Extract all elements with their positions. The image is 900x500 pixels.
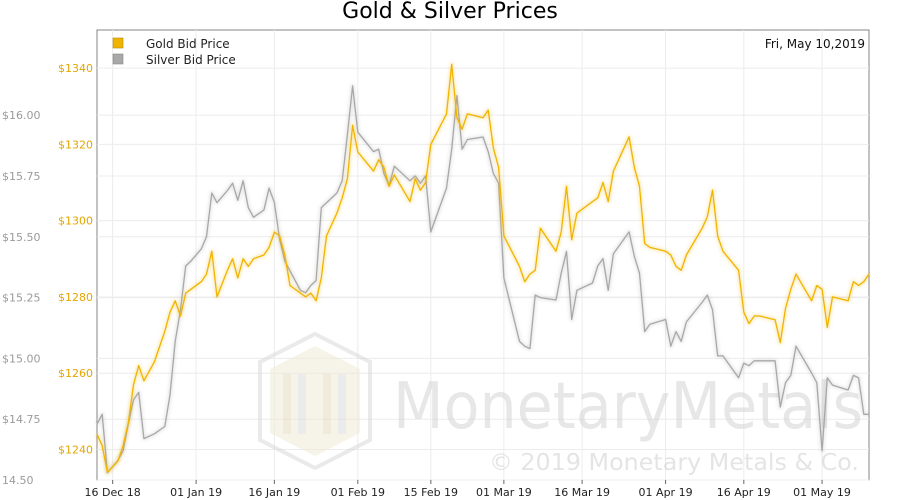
x-tick-label: 01 Jan 19	[170, 486, 222, 499]
gold-series-line	[96, 63, 870, 474]
gold-tick-label: $1260	[58, 367, 93, 380]
x-axis-tick-labels: 16 Dec 18 01 Jan 19 16 Jan 19 01 Feb 19 15 F…	[85, 480, 851, 499]
left-axis-tick-labels: $1240 $1260 $1280 $1300 $1320 $1340 14.50 $14.7…	[2, 62, 93, 487]
silver-tick-label: $15.75	[2, 170, 41, 183]
series-layer	[95, 62, 871, 475]
legend: Gold Bid Price Silver Bid Price	[112, 37, 236, 67]
x-tick-label: 16 Mar 19	[554, 486, 610, 499]
legend-swatch-gold	[112, 37, 124, 49]
silver-tick-label: $15.25	[2, 292, 41, 305]
gold-tick-label: $1300	[58, 215, 93, 228]
watermark-copyright: © 2019 Monetary Metals & Co.	[489, 450, 859, 476]
vertical-gridlines	[112, 30, 823, 480]
x-tick-label: 01 Mar 19	[476, 486, 532, 499]
horizontal-gridlines	[97, 67, 869, 481]
silver-tick-label: $15.00	[2, 352, 41, 365]
x-tick-label: 16 Dec 18	[85, 486, 141, 499]
silver-tick-label: 14.50	[2, 474, 34, 487]
silver-tick-label: $15.50	[2, 231, 41, 244]
x-tick-label: 15 Feb 19	[404, 486, 458, 499]
gold-tick-label: $1240	[58, 443, 93, 456]
silver-tick-label: $16.00	[2, 109, 41, 122]
silver-tick-label: $14.75	[2, 413, 41, 426]
plot-area-border	[96, 29, 870, 481]
gold-tick-label: $1320	[58, 138, 93, 151]
legend-swatch-silver	[112, 53, 124, 65]
legend-label-silver: Silver Bid Price	[146, 53, 236, 67]
watermark-logo-icon	[258, 331, 372, 471]
x-tick-label: 01 Feb 19	[331, 486, 385, 499]
x-tick-label: 16 Jan 19	[248, 486, 300, 499]
silver-series-line	[96, 85, 869, 474]
gold-tick-label: $1340	[58, 62, 93, 75]
gold-tick-label: $1280	[58, 291, 93, 304]
date-label: Fri, May 10,2019	[765, 37, 865, 51]
x-tick-label: 01 Apr 19	[639, 486, 693, 499]
x-tick-label: 01 May 19	[793, 486, 851, 499]
watermark-brand: MonetaryMetals	[393, 370, 863, 444]
x-tick-label: 16 Apr 19	[717, 486, 771, 499]
chart-title: Gold & Silver Prices	[342, 0, 558, 24]
legend-label-gold: Gold Bid Price	[146, 37, 230, 51]
